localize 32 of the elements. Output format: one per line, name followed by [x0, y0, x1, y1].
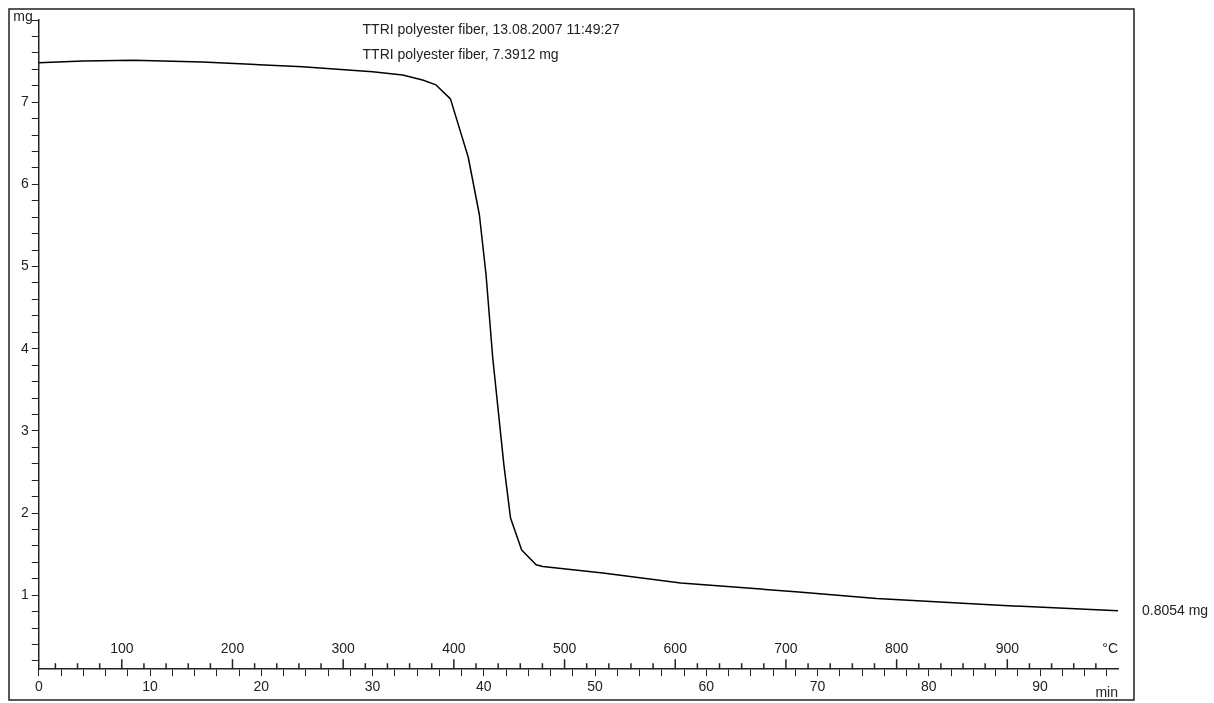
x-tick-label: 0: [34, 678, 43, 695]
x-tick-label: 50: [587, 678, 604, 695]
x2-tick-label: 900: [995, 640, 1020, 657]
x-tick-label: 10: [142, 678, 159, 695]
y-tick-label: 6: [20, 175, 29, 192]
x-tick-label: 40: [476, 678, 492, 695]
y-tick-label: 4: [20, 339, 29, 356]
x-tick-label: 80: [921, 678, 937, 695]
annotation: TTRI polyester fiber, 13.08.2007 11:49:27: [362, 20, 621, 37]
x-tick-label: 60: [698, 678, 715, 695]
x2-tick-label: 200: [220, 640, 245, 657]
y-tick-label: 1: [20, 586, 29, 603]
annotation: TTRI polyester fiber, 7.3912 mg: [362, 45, 559, 62]
y-axis-title: mg: [13, 7, 33, 24]
x2-tick-label: 400: [442, 640, 466, 657]
y-tick-label: 2: [20, 503, 29, 520]
x2-tick-label: 300: [331, 640, 356, 657]
x2-tick-label: 700: [774, 640, 798, 657]
x-tick-label: 90: [1032, 678, 1049, 695]
x-tick-label: 70: [809, 678, 826, 695]
x2-tick-label: 800: [884, 640, 909, 657]
y-tick-label: 5: [20, 257, 29, 274]
x-tick-label: 30: [364, 678, 381, 695]
x2-tick-label: 600: [663, 640, 688, 657]
y-tick-label: 3: [20, 421, 29, 438]
x-tick-label: 20: [253, 678, 270, 695]
y-tick-label: 7: [20, 93, 29, 110]
x-axis-title: min: [1095, 683, 1118, 700]
x2-tick-label: 100: [110, 640, 134, 657]
x2-axis-title: °C: [1102, 640, 1118, 657]
x2-tick-label: 500: [552, 640, 577, 657]
annotation: 0.8054 mg: [1142, 602, 1209, 619]
